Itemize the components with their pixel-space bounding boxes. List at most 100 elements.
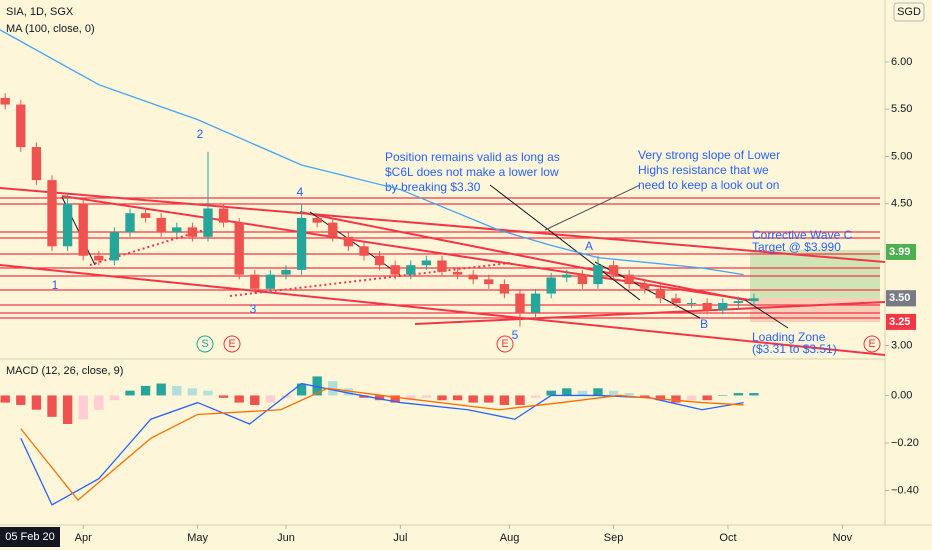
macd-histogram-bar [577,390,588,396]
annotation: Loading Zone [752,330,826,344]
arrow [309,211,401,276]
x-tick-label: Oct [719,532,736,544]
candle-body [47,180,57,247]
price-tag [886,243,916,260]
candle-body [172,227,182,233]
candle-body [624,274,634,285]
candle-body [608,265,619,275]
macd-histogram-bar [156,383,166,396]
candle-body [530,293,541,313]
macd-histogram-bar [218,395,229,398]
annotation: Corrective Wave C [752,228,853,242]
event-label: E [501,338,508,350]
macd-histogram-bar [655,395,666,401]
macd-histogram-bar [749,393,759,396]
wave-label: 5 [512,328,519,342]
macd-histogram-bar [406,395,416,401]
moving-average [0,29,744,276]
macd-histogram-bar [140,385,151,396]
candle-body [546,277,556,294]
candle-body [484,279,494,285]
candle-body [577,274,588,285]
candle-body [31,147,42,181]
wave-label: 1 [52,278,59,292]
annotation: Very strong slope of Lower [638,148,780,162]
macd-line [20,382,744,506]
candle-body [421,260,432,266]
macd-histogram-bar [359,395,369,398]
candles [0,93,759,327]
y-tick-label: 3.00 [891,339,912,351]
candle-body [562,274,572,278]
macd-histogram-bar [0,395,10,403]
candle-body [0,97,10,105]
macd-histogram-bar [125,390,135,396]
trendline [0,264,886,356]
candle-body [328,222,338,237]
trendlines [0,187,886,356]
candle-body [655,288,666,299]
trendline-dotted [229,262,511,297]
candle-body [78,203,88,256]
annotation: Target @ $3.990 [752,240,841,254]
event-marker[interactable] [496,335,514,353]
candle-body [140,213,151,218]
macd-histogram-bar [593,388,603,396]
candle-body [437,260,447,272]
candle-body [156,217,166,233]
macd-histogram-bar [203,390,213,396]
candle-body [515,293,525,313]
event-marker[interactable] [223,335,241,353]
wave-label: 3 [250,302,257,316]
candle-body [312,217,322,223]
y-tick-label: 5.00 [891,150,912,162]
macd-histogram-bar [468,395,478,403]
macd-histogram-bar [234,395,244,403]
annotation: $C6L does not make a lower low [385,165,559,179]
x-tick-label: Sep [604,532,624,544]
macd-histogram-bar [328,381,338,396]
macd-histogram-bar [718,395,728,396]
macd-histogram-bar [484,395,494,403]
candle-body [452,271,463,275]
wave-label: 4 [297,185,304,199]
macd-histogram-bar [296,383,307,396]
candle-body [468,274,478,280]
wave-label: 2 [197,127,204,141]
currency: SGD [897,6,921,18]
y-tick-label: 0.00 [891,389,912,401]
candle-body [281,269,291,275]
x-tick-label: Nov [833,532,853,544]
macd-histogram-bar [671,395,681,403]
macd-histogram-bar [109,395,120,401]
candle-body [671,298,681,303]
trendline [299,211,746,301]
candle-body [250,274,260,289]
wave-label: B [700,317,708,331]
indicator-label: MA (100, close, 0) [6,23,95,35]
candle-body [640,284,650,289]
event-marker[interactable] [863,335,881,353]
price-tag [886,290,916,307]
macd-histogram-bar [437,395,447,401]
annotation: Highs resistance that we [638,163,769,177]
chart-title: SIA, 1D, SGX [6,6,74,18]
event-label: E [868,338,875,350]
event-label: E [228,338,235,350]
price-tag-label: 3.25 [889,316,910,328]
macd-histogram-bar [515,395,525,405]
annotation: ($3.31 to $3.51) [752,342,837,356]
macd-histogram-bar [374,395,385,401]
candle-body [125,213,135,233]
macd-histogram-bar [530,395,541,398]
event-marker[interactable] [196,335,214,353]
candle-body [265,274,276,289]
macd-histogram-bar [250,395,260,405]
macd-label: MACD (12, 26, close, 9) [6,365,123,377]
currency-box[interactable] [893,2,925,22]
macd-histogram-bar [94,395,104,410]
trendline [0,187,886,263]
macd-histogram-bar [390,395,400,403]
